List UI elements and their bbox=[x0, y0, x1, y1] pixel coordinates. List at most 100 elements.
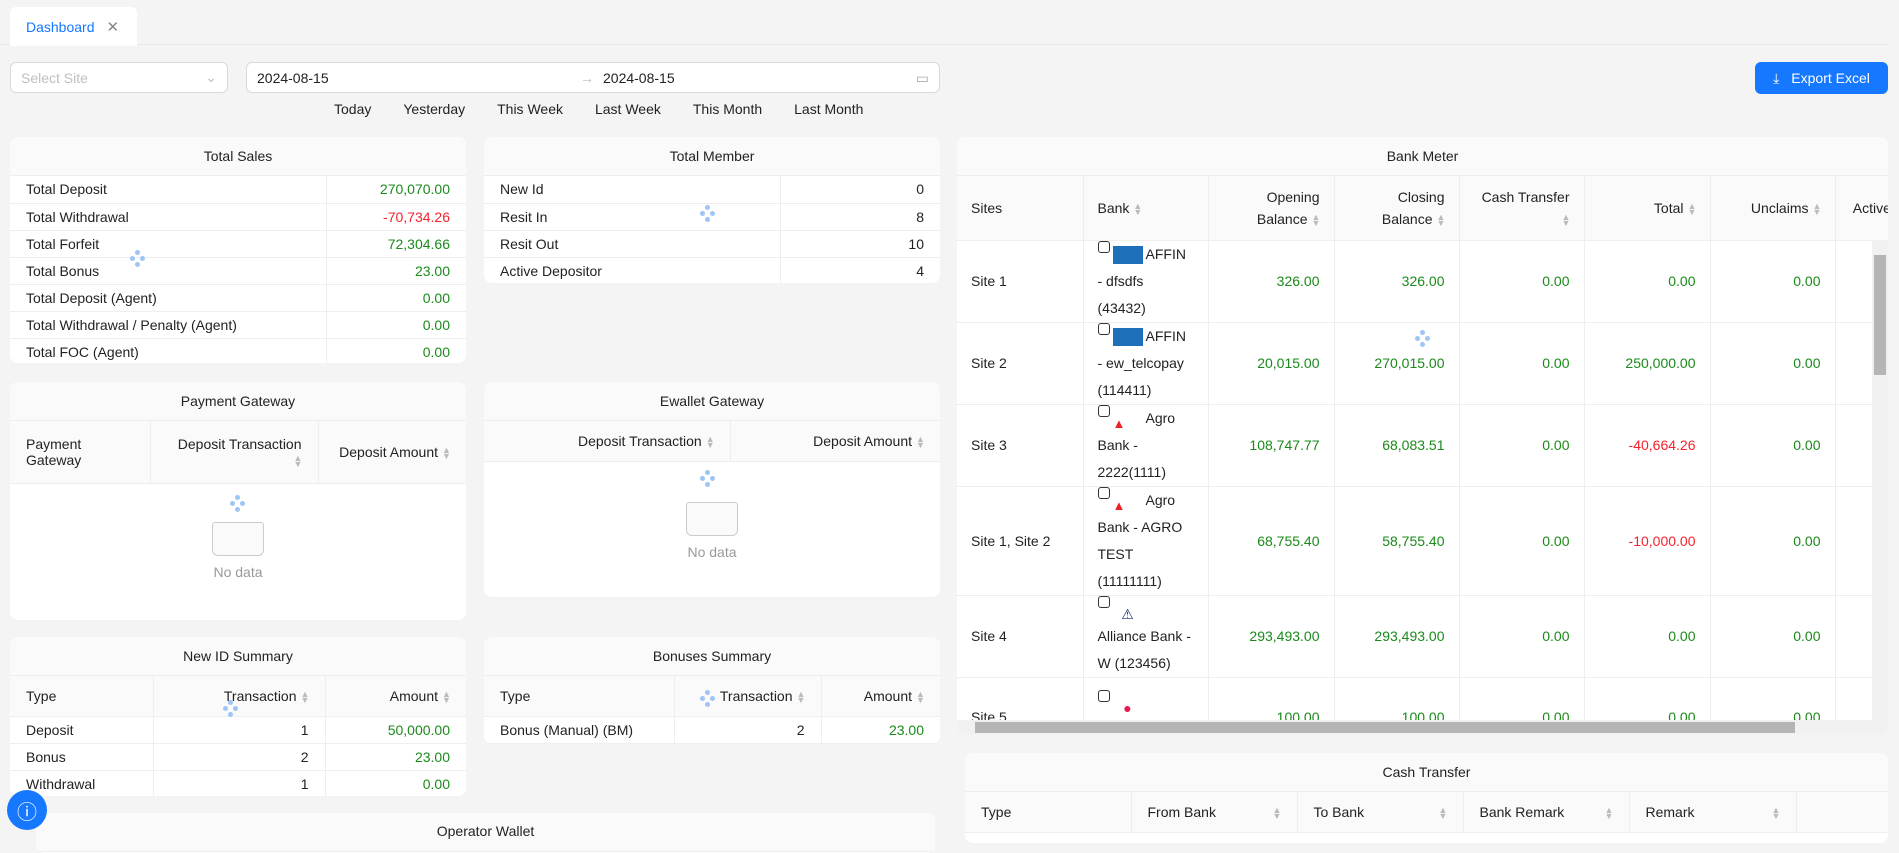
horizontal-scrollbar[interactable] bbox=[957, 720, 1888, 735]
col-transaction[interactable]: Transaction ▲ ▼ bbox=[674, 676, 822, 717]
col-active-inactive[interactable]: Active Inactive bbox=[1835, 176, 1888, 241]
bank-meter-card: Bank Meter Sites Bank ▲ ▼ Opening Balance ▲ ▼ C… bbox=[957, 137, 1888, 735]
empty-state: No data bbox=[10, 521, 466, 580]
col-remark[interactable]: Remark ▲ ▼ bbox=[1629, 792, 1797, 833]
table-row: Site 1, Site 2 ▲ Agro Bank - AGRO TEST (11… bbox=[957, 486, 1888, 596]
card-title: Ewallet Gateway bbox=[484, 382, 940, 421]
col-cash-transfer[interactable]: Cash Transfer▲ ▼ bbox=[1459, 176, 1585, 241]
col-sites[interactable]: Sites bbox=[957, 176, 1084, 241]
affin-bank-logo bbox=[1112, 245, 1143, 264]
date-range-picker[interactable]: 2024-08-15 → 2024-08-15 ▭ bbox=[246, 62, 940, 93]
bank-name: Alliance Bank - W (123456) bbox=[1097, 627, 1191, 671]
date-start[interactable]: 2024-08-15 bbox=[257, 70, 329, 86]
date-end[interactable]: 2024-08-15 bbox=[603, 70, 675, 86]
cell-opening-balance: 20,015.00 bbox=[1208, 322, 1335, 405]
row-label: Total Withdrawal bbox=[10, 203, 327, 231]
cell-cash-transfer: 0.00 bbox=[1459, 677, 1585, 720]
cell-site: Site 1 bbox=[957, 240, 1084, 323]
col-deposit-amount[interactable]: Deposit Amount ▲ ▼ bbox=[730, 421, 940, 462]
col-type[interactable]: Type bbox=[484, 676, 675, 717]
cell-total: 0.00 bbox=[1584, 595, 1711, 678]
row-value: 4 bbox=[780, 257, 940, 283]
col-bank-remark[interactable]: Bank Remark ▲ ▼ bbox=[1463, 792, 1630, 833]
bank-name: AFFIN - dfsdfs (43432) bbox=[1097, 245, 1186, 316]
copy-icon[interactable] bbox=[1097, 240, 1110, 253]
cell-transaction: 2 bbox=[153, 743, 326, 771]
copy-icon[interactable] bbox=[1097, 404, 1110, 417]
card-title: Payment Gateway bbox=[10, 382, 466, 421]
table-row: New Id 0 bbox=[484, 176, 940, 204]
table-row: Site 1 AFFIN - dfsdfs (43432) 326.00 326.00… bbox=[957, 240, 1888, 323]
col-deposit-amount[interactable]: Deposit Amount ▲ ▼ bbox=[318, 421, 466, 484]
col-closing-balance[interactable]: Closing Balance ▲ ▼ bbox=[1334, 176, 1460, 241]
quick-range-this-week[interactable]: This Week bbox=[497, 101, 563, 117]
sort-icon: ▲ ▼ bbox=[1436, 212, 1446, 229]
affin-bank-logo bbox=[1112, 327, 1143, 346]
tab-label: Dashboard bbox=[26, 18, 95, 35]
cell-site: Site 5 bbox=[957, 677, 1084, 720]
quick-range-last-month[interactable]: Last Month bbox=[794, 101, 864, 117]
sort-icon: ▲ ▼ bbox=[442, 689, 451, 706]
empty-text: No data bbox=[213, 563, 263, 580]
cell-unclaims: 0.00 bbox=[1710, 240, 1836, 323]
col-type[interactable]: Type bbox=[965, 792, 1132, 833]
quick-range-this-month[interactable]: This Month bbox=[692, 101, 763, 117]
quick-range-yesterday[interactable]: Yesterday bbox=[403, 101, 466, 117]
cell-total: 250,000.00 bbox=[1584, 322, 1711, 405]
col-to-bank[interactable]: To Bank ▲ ▼ bbox=[1297, 792, 1464, 833]
table-row: Total Forfeit 72,304.66 bbox=[10, 230, 466, 258]
col-from-bank[interactable]: From Bank ▲ ▼ bbox=[1131, 792, 1298, 833]
cell-opening-balance: 293,493.00 bbox=[1208, 595, 1335, 678]
sort-icon: ▲ ▼ bbox=[1771, 805, 1781, 822]
col-opening-balance[interactable]: Opening Balance ▲ ▼ bbox=[1208, 176, 1335, 241]
quick-range-last-week[interactable]: Last Week bbox=[594, 101, 661, 117]
sort-icon: ▲ ▼ bbox=[796, 689, 806, 706]
col-transaction[interactable]: Transaction ▲ ▼ bbox=[153, 676, 326, 717]
copy-icon[interactable] bbox=[1097, 322, 1110, 335]
cell-cash-transfer: 0.00 bbox=[1459, 595, 1585, 678]
info-button[interactable]: ⓘ bbox=[7, 790, 47, 830]
row-label: Total Deposit (Agent) bbox=[10, 284, 327, 312]
table-row: Total Deposit (Agent) 0.00 bbox=[10, 284, 466, 312]
scrollbar-thumb[interactable] bbox=[1874, 255, 1886, 375]
new-id-summary-card: New ID Summary Type Transaction ▲ ▼ Amount ▲ ▼… bbox=[10, 637, 466, 796]
close-icon[interactable]: ✕ bbox=[106, 18, 120, 36]
row-value: 270,070.00 bbox=[326, 176, 466, 204]
cell-type: Bonus bbox=[10, 743, 154, 771]
col-total[interactable]: Total ▲ ▼ bbox=[1584, 176, 1711, 241]
col-type[interactable]: Type bbox=[10, 676, 154, 717]
cell-bank: ▲ Agro Bank - AGRO TEST (11111111) bbox=[1083, 486, 1209, 596]
chevron-down-icon: ⌄ bbox=[205, 69, 217, 85]
cell-opening-balance: 326.00 bbox=[1208, 240, 1335, 323]
col-amount[interactable]: Amount ▲ ▼ bbox=[821, 676, 940, 717]
loading-spinner-icon bbox=[130, 250, 146, 267]
cell-type: Bonus (Manual) (BM) bbox=[484, 716, 675, 744]
cell-closing-balance: 326.00 bbox=[1334, 240, 1460, 323]
card-title: Total Member bbox=[484, 137, 940, 176]
copy-icon[interactable] bbox=[1097, 486, 1110, 499]
row-value: 72,304.66 bbox=[326, 230, 466, 258]
tab-dashboard[interactable]: Dashboard ✕ bbox=[10, 7, 137, 46]
row-value: 0 bbox=[780, 176, 940, 204]
col-amount[interactable]: Amount ▲ ▼ bbox=[325, 676, 466, 717]
col-bank[interactable]: Bank ▲ ▼ bbox=[1083, 176, 1209, 241]
col-deposit-transaction[interactable]: Deposit Transaction▲▼ bbox=[484, 421, 731, 462]
row-label: Total Forfeit bbox=[10, 230, 327, 258]
copy-icon[interactable] bbox=[1097, 689, 1110, 702]
vertical-scrollbar[interactable] bbox=[1872, 240, 1888, 720]
agro-bank-logo: ▲ bbox=[1112, 497, 1126, 513]
card-title: Bonuses Summary bbox=[484, 637, 940, 676]
col-payment-gateway[interactable]: Payment Gateway bbox=[10, 421, 151, 484]
row-label: Total Withdrawal / Penalty (Agent) bbox=[10, 311, 327, 339]
cell-unclaims: 0.00 bbox=[1710, 677, 1836, 720]
col-unclaims[interactable]: Unclaims ▲ ▼ bbox=[1710, 176, 1836, 241]
cell-unclaims: 0.00 bbox=[1710, 322, 1836, 405]
col-deposit-transaction[interactable]: Deposit Transaction▲▼ bbox=[150, 421, 319, 484]
quick-range-today[interactable]: Today bbox=[334, 101, 372, 117]
cell-unclaims: 0.00 bbox=[1710, 486, 1836, 596]
scrollbar-thumb[interactable] bbox=[975, 722, 1795, 733]
copy-icon[interactable] bbox=[1097, 595, 1110, 608]
site-select[interactable]: Select Site ⌄ bbox=[10, 62, 228, 93]
export-excel-button[interactable]: ⤓ Export Excel bbox=[1755, 62, 1888, 94]
